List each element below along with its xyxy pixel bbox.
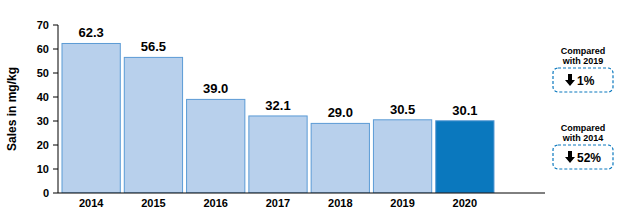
bar [62,43,120,193]
x-axis-line [58,193,545,194]
bar [124,57,182,193]
y-tick-label: 40 [37,91,49,103]
bar [249,116,307,193]
annotation-box [553,145,613,169]
bars [62,43,494,193]
data-label: 30.5 [390,102,415,117]
y-tick-label: 30 [37,115,49,127]
y-tick [53,73,58,74]
x-tick-label: 2017 [266,197,290,209]
data-label: 32.1 [265,98,290,113]
bar [311,123,369,193]
x-tick-label: 2016 [203,197,227,209]
chart-container: 0 10 20 30 40 50 60 70 Sales in mg/kg 62.3 56.5 39.… [0,0,620,211]
y-tick [53,145,58,146]
annotation-text: 52% [577,151,601,165]
y-tick-label: 60 [37,43,49,55]
y-tick [53,121,58,122]
data-label: 29.0 [328,105,353,120]
y-tick-label: 0 [43,187,49,199]
annotation-box [553,68,613,92]
data-label: 56.5 [141,39,166,54]
data-label: 62.3 [78,25,103,40]
x-tick-label: 2018 [328,197,352,209]
annotation-title: Comparedwith 2019 [561,46,606,66]
y-tick-label: 10 [37,163,49,175]
y-tick-label: 70 [37,19,49,31]
y-axis-line [58,25,59,193]
y-tick [53,25,58,26]
y-axis-label: Sales in mg/kg [5,67,19,151]
annotation-title: Comparedwith 2014 [561,123,606,143]
y-tick [53,193,58,194]
annotation-title-line: with 2014 [562,133,604,143]
chart-svg: 0 10 20 30 40 50 60 70 Sales in mg/kg 62.3 56.5 39.… [0,0,620,211]
bar [373,120,431,193]
annotation-title-line: Compared [561,123,606,133]
x-tick-label: 2015 [141,197,165,209]
y-tick [53,169,58,170]
down-arrow [565,74,575,86]
x-tick-label: 2019 [390,197,414,209]
y-tick [53,97,58,98]
data-label: 39.0 [203,81,228,96]
x-tick-label: 2014 [79,197,104,209]
data-label: 30.1 [452,103,477,118]
annotation-title-line: with 2019 [562,56,604,66]
y-tick-label: 50 [37,67,49,79]
bar [187,99,245,193]
annotation-title-line: Compared [561,46,606,56]
x-tick-label: 2020 [453,197,477,209]
bar [436,121,494,193]
y-tick [53,49,58,50]
down-arrow [565,151,575,163]
annotation-text: 1% [577,74,595,88]
y-tick-label: 20 [37,139,49,151]
